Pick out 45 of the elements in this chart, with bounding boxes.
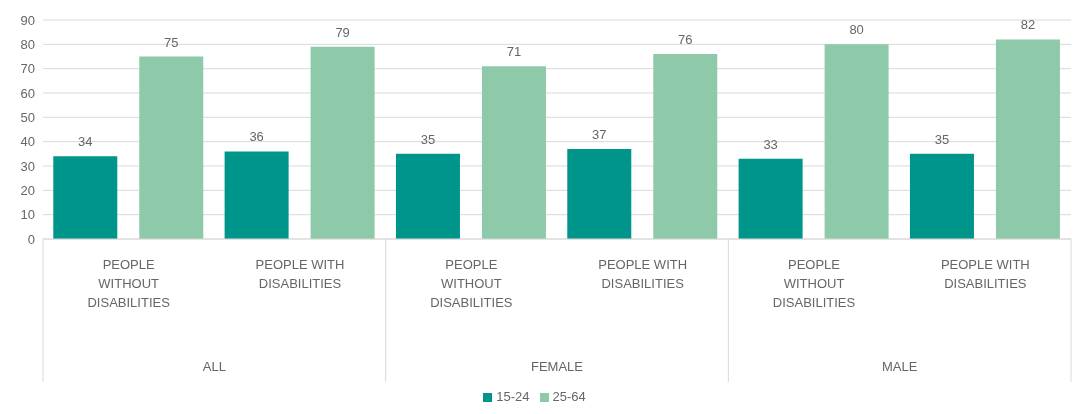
y-tick-label: 70 (20, 61, 35, 77)
y-tick-label: 30 (20, 158, 35, 174)
bar (995, 39, 1060, 239)
x-tick-label: PEOPLE WITHOUT DISABILITIES (772, 257, 856, 310)
data-label: 34 (78, 134, 93, 150)
y-tick-label: 10 (20, 207, 35, 223)
x-tick-label: PEOPLE WITHOUT DISABILITIES (430, 257, 513, 310)
data-label: 33 (763, 136, 778, 152)
data-label: 71 (506, 44, 522, 60)
data-label: 35 (420, 131, 436, 147)
text: FEMALE (530, 359, 584, 374)
data-label: 75 (164, 34, 179, 50)
x-tick-label: PEOPLE WITH DISABILITIES (598, 257, 688, 291)
x-tick-label: PEOPLE WITHOUT DISABILITIES (87, 257, 171, 310)
data-label: 76 (678, 32, 693, 48)
bar (567, 148, 632, 239)
legend-label: 25-64 (552, 389, 586, 404)
y-tick-label: 80 (20, 36, 35, 52)
y-tick-label: 90 (20, 12, 35, 28)
x-tick-label: PEOPLE WITH DISABILITIES (940, 257, 1030, 291)
bar (53, 156, 118, 239)
bar (909, 153, 974, 239)
y-tick-label: 0 (27, 231, 35, 247)
data-label: 80 (849, 22, 864, 38)
data-label: 35 (934, 131, 950, 147)
bar (824, 44, 889, 239)
bar (139, 56, 204, 239)
y-tick-label: 20 (20, 182, 35, 198)
bar (738, 158, 803, 239)
x-tick-label: PEOPLE WITH DISABILITIES (255, 257, 345, 291)
data-label: 82 (1020, 17, 1036, 33)
y-tick-label: 40 (20, 134, 35, 150)
y-tick-label: 60 (20, 85, 35, 101)
legend-label: 15-24 (496, 389, 530, 404)
y-tick-label: 50 (20, 109, 35, 125)
data-label: 36 (249, 129, 264, 145)
bar (310, 46, 375, 239)
text: MALE (881, 359, 918, 374)
data-label: 37 (592, 126, 607, 142)
data-label: 79 (335, 24, 350, 40)
bar (395, 153, 460, 239)
bar (224, 151, 289, 239)
text: ALL (202, 359, 226, 374)
bar (481, 66, 546, 239)
bar (653, 54, 718, 239)
